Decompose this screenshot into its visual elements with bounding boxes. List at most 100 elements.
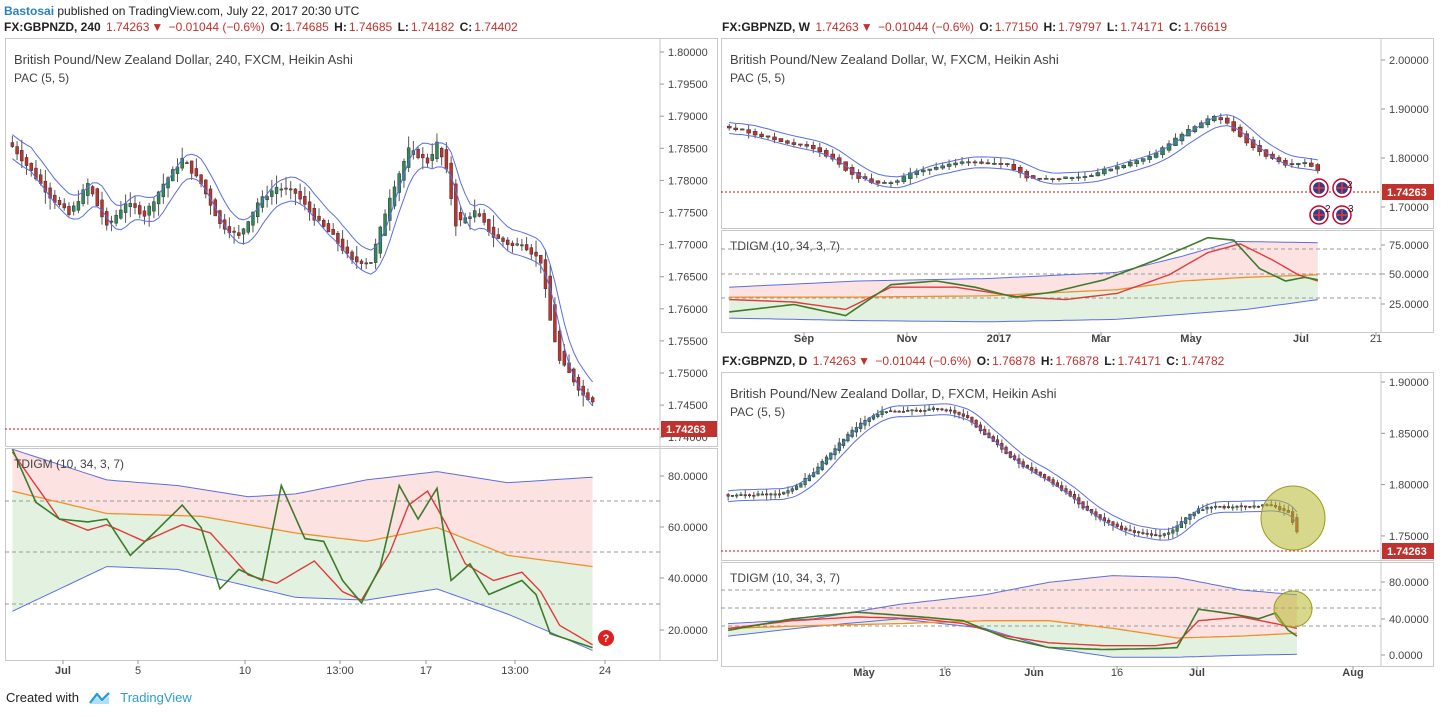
candle-body <box>786 490 790 494</box>
candle-body <box>548 275 552 321</box>
candle-body <box>901 411 906 413</box>
chart-panel-weekly[interactable]: 2.00000 1.90000 1.80000 1.70000 1.74263 Briti… <box>721 38 1434 348</box>
symbol-label: FX:GBPNZD, W <box>722 20 810 34</box>
time-tick-label: Nov <box>897 333 919 345</box>
candle-body <box>1224 117 1230 124</box>
candle-body <box>317 215 321 221</box>
candle-body <box>57 200 62 206</box>
event-count: 3 <box>1348 204 1354 215</box>
price-tick-label: 1.90000 <box>1389 377 1429 389</box>
pac-lower-line <box>729 125 1318 189</box>
highlight-circle-osc <box>1273 590 1313 628</box>
pac-label: PAC (5, 5) <box>730 405 785 419</box>
close-value: 1.76619 <box>1183 20 1227 34</box>
candle-body <box>1095 172 1101 177</box>
price-change: −0.01044 (−0.6%) <box>168 20 265 34</box>
candle-body <box>893 410 897 413</box>
candle-body <box>444 149 449 170</box>
low-value: 1.74171 <box>1120 20 1164 34</box>
chart-panel-daily[interactable]: 1.90000 1.85000 1.80000 1.75000 1.74263 Briti… <box>721 372 1434 682</box>
flag-icon <box>1309 205 1329 225</box>
candle-body <box>133 203 137 208</box>
candle-body <box>743 494 747 497</box>
arrow-down-icon: ▼ <box>858 354 870 368</box>
candle-body <box>739 128 745 131</box>
price-tick-label: 1.74500 <box>668 400 708 412</box>
high-value: 1.74685 <box>348 20 393 34</box>
osc-lower-band <box>729 299 1318 323</box>
osc-signal-line <box>728 616 1298 647</box>
candle-body <box>884 411 888 413</box>
candle-body <box>1108 168 1114 172</box>
candle-body <box>880 410 884 415</box>
candle-body <box>1043 177 1049 180</box>
candle-body <box>1214 505 1218 508</box>
candle-body <box>1119 525 1124 530</box>
candle-body <box>10 142 15 147</box>
candle-body <box>1132 530 1136 533</box>
candle-body <box>1252 505 1256 508</box>
candle-body <box>777 493 782 496</box>
candle-body <box>739 494 743 496</box>
price-change: −0.01044 (−0.6%) <box>875 354 972 368</box>
candle-body <box>100 199 104 218</box>
candle-body <box>1089 175 1094 177</box>
publish-info: published on TradingView.com, July 22, 2… <box>57 4 360 18</box>
candle-body <box>180 157 184 169</box>
osc-rsi-line <box>11 448 593 649</box>
candle-body <box>1199 122 1204 129</box>
candle-body <box>940 165 945 169</box>
candle-body <box>804 144 810 147</box>
question-icon-mark: ? <box>603 633 610 645</box>
osc-upper-band <box>728 575 1297 625</box>
candle-body <box>918 410 923 412</box>
candle-body <box>1315 164 1321 171</box>
candle-body <box>515 243 519 246</box>
price-tick-label: 1.78500 <box>668 143 708 155</box>
candle-body <box>1030 467 1034 471</box>
chart-panel-h4[interactable]: 1.80000 1.79500 1.79000 1.78500 1.78000 1.775… <box>5 38 718 685</box>
candle-body <box>388 197 392 221</box>
candle-body <box>985 162 991 165</box>
price-tick-label: 1.75000 <box>1389 531 1429 543</box>
candle-body <box>303 196 307 205</box>
candle-body <box>298 191 302 200</box>
osc-title: TDIGM (10, 34, 3, 7) <box>14 457 124 471</box>
candle-body <box>1243 505 1248 508</box>
question-icon: ? <box>598 630 614 646</box>
candle-body <box>936 408 940 410</box>
candle-body <box>24 157 29 166</box>
pac-lower-line <box>12 158 593 407</box>
osc-lower-band <box>12 566 593 651</box>
candle-body <box>241 228 246 235</box>
candle-body <box>966 415 970 419</box>
tradingview-brand[interactable]: TradingView <box>120 690 192 705</box>
price-change: −0.01044 (−0.6%) <box>877 20 975 34</box>
candle-body <box>1248 506 1252 508</box>
time-tick-label: 17 <box>420 665 432 677</box>
open-value: 1.77150 <box>994 20 1039 34</box>
candle-body <box>756 493 760 496</box>
candle-body <box>1296 163 1301 165</box>
last-price: 1.74263 <box>812 354 857 368</box>
chart-title: British Pound/New Zealand Dollar, D, FXC… <box>730 386 1057 401</box>
candle-body <box>927 408 931 411</box>
candle-body <box>510 242 515 246</box>
candle-body <box>454 183 458 227</box>
candle-body <box>1102 169 1107 175</box>
candle-body <box>1226 506 1231 508</box>
price-pane-frame <box>5 38 718 447</box>
candle-body <box>923 410 927 412</box>
candle-body <box>369 262 373 264</box>
candle-body <box>773 493 777 496</box>
candle-body <box>946 163 952 167</box>
candle-body <box>798 143 803 146</box>
author-link[interactable]: Bastosai <box>4 4 55 18</box>
osc-title: TDIGM (10, 34, 3, 7) <box>730 571 840 585</box>
candle-body <box>29 163 33 171</box>
candle-body <box>76 201 81 211</box>
osc-lower-fill <box>728 618 1297 658</box>
candle-body <box>86 183 90 196</box>
candle-body <box>817 147 823 153</box>
candle-body <box>1107 519 1111 523</box>
